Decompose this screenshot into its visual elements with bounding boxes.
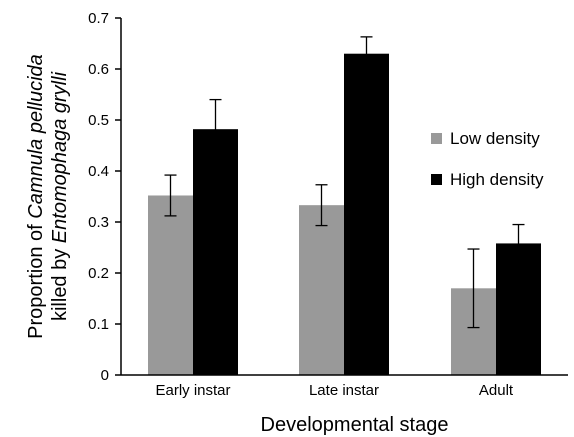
x-category-labels: Early instar Late instar Adult <box>155 382 513 399</box>
bars-group <box>148 53 541 375</box>
legend-swatch-high-density <box>431 174 442 185</box>
x-category-label: Late instar <box>309 382 379 399</box>
y-axis-title-part: Proportion of <box>25 219 47 339</box>
legend-swatch-low-density <box>431 133 442 144</box>
y-tick-label: 0.4 <box>88 163 109 180</box>
y-tick-label: 0.3 <box>88 214 109 231</box>
bar-high-density-0 <box>193 129 238 375</box>
bar-low-density-0 <box>148 195 193 375</box>
y-tick-label: 0.1 <box>88 316 109 333</box>
axes-group <box>120 18 568 376</box>
x-category-label: Early instar <box>155 382 230 399</box>
bar-low-density-1 <box>299 205 344 375</box>
y-tick-label: 0.2 <box>88 265 109 282</box>
x-axis-title: Developmental stage <box>261 414 449 436</box>
y-tick-label: 0.6 <box>88 61 109 78</box>
y-axis-title-part: killed by <box>49 243 71 321</box>
y-axis-title-part: Entomophaga grylli <box>49 71 71 243</box>
y-tick-label: 0 <box>101 367 109 384</box>
legend-label: Low density <box>450 129 540 148</box>
x-category-label: Adult <box>479 382 514 399</box>
bar-high-density-2 <box>496 243 541 375</box>
legend: Low density High density <box>431 129 544 189</box>
y-ticks-group: 0 0.1 0.2 0.3 0.4 0.5 0.6 0.7 <box>88 10 121 384</box>
y-axis-title-part: Camnula pellucida <box>25 54 47 219</box>
y-tick-label: 0.7 <box>88 10 109 27</box>
y-axis-title: Proportion of Camnula pellucida killed by… <box>25 54 71 339</box>
error-bars-group <box>164 36 525 329</box>
y-tick-label: 0.5 <box>88 112 109 129</box>
bar-high-density-1 <box>344 53 389 375</box>
legend-label: High density <box>450 170 544 189</box>
